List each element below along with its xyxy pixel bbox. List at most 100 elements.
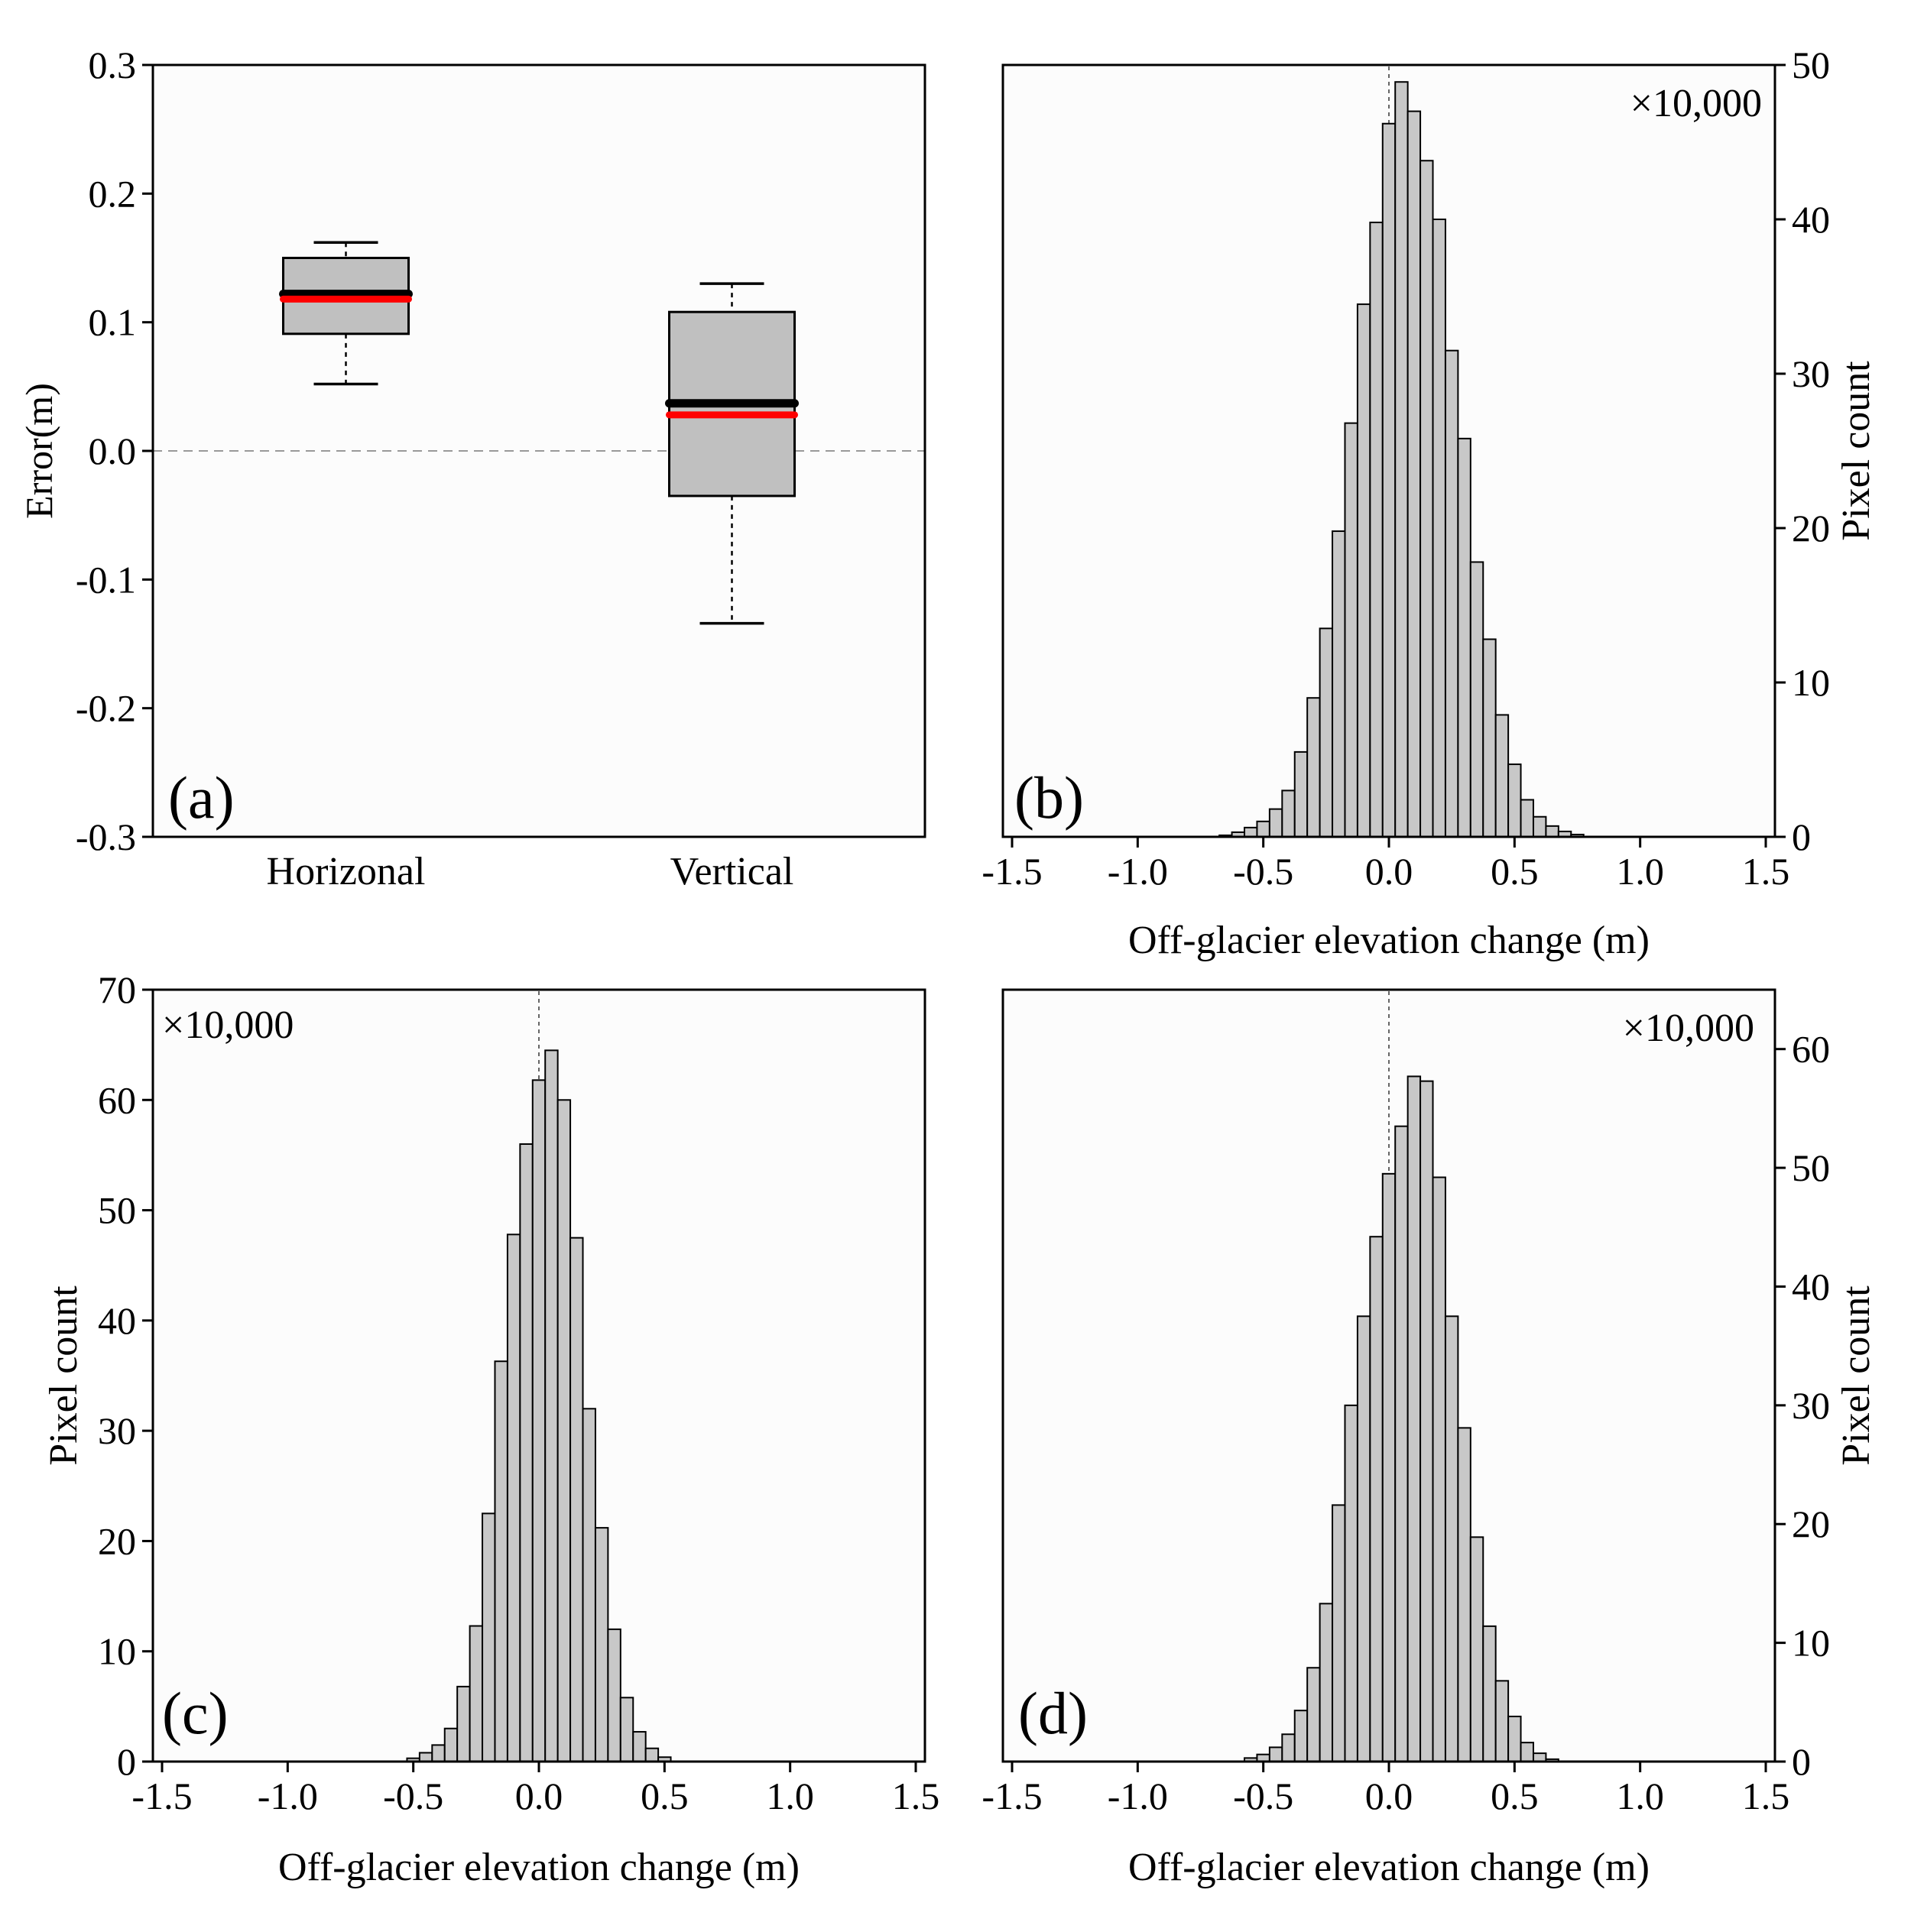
- histogram-bar: [1344, 1404, 1358, 1763]
- histogram-bar: [482, 1512, 496, 1763]
- panel-b-x-tick-label: -1.5: [981, 850, 1042, 893]
- histogram-bar: [1281, 1733, 1296, 1762]
- panel-d-y-tick-label: 20: [1792, 1502, 1830, 1545]
- panel-d-y-tick-label: 10: [1792, 1622, 1830, 1665]
- panel-b-label: (b): [1014, 764, 1084, 831]
- panel-c-y-tick-label: 60: [98, 1078, 136, 1121]
- histogram-bar: [1381, 122, 1397, 838]
- panel-a-y-tick-label: 0.3: [89, 44, 137, 86]
- histogram-bar: [1319, 627, 1334, 838]
- panel-d-y-tick-label: 50: [1792, 1146, 1830, 1189]
- histogram-bar: [1268, 1746, 1283, 1762]
- panel-d-x-tick-label: -1.0: [1108, 1775, 1168, 1817]
- panel-c-x-axis-title: Off-glacier elevation change (m): [278, 1846, 800, 1889]
- histogram-bar: [494, 1360, 508, 1762]
- panel-a-category-label: Vertical: [670, 850, 794, 893]
- panel-c-histogram: -1.5 -1.0 -0.5 0.0 0.5 1.0 1.5010203040506070 …: [42, 968, 939, 1889]
- histogram-bar: [1532, 1752, 1547, 1762]
- panel-b-x-tick-label: 1.5: [1742, 850, 1790, 893]
- histogram-bar: [1494, 714, 1510, 838]
- histogram-bar: [1494, 1680, 1510, 1762]
- panel-c-x-tick-label: 0.5: [641, 1775, 689, 1817]
- histogram-bar: [1457, 437, 1471, 838]
- panel-b-x-tick-label: 1.0: [1616, 850, 1664, 893]
- panel-d-histogram: -1.5 -1.0 -0.5 0.0 0.5 1.0 1.50 10 20 30 40 50 60 (d…: [981, 988, 1878, 1889]
- histogram-bar: [556, 1099, 572, 1763]
- histogram-bar: [1306, 1667, 1321, 1762]
- panel-b-multiplier: ×10,000: [1630, 82, 1762, 125]
- histogram-bar: [456, 1685, 471, 1763]
- histogram-bar: [1394, 1125, 1409, 1762]
- histogram-bar: [1369, 1236, 1384, 1762]
- histogram-bar: [1332, 530, 1346, 838]
- panel-b-x-tick-label: -0.5: [1233, 850, 1293, 893]
- histogram-bar: [519, 1143, 534, 1762]
- panel-a-category-label: Horizonal: [267, 850, 426, 893]
- panel-d-y-tick-label: 60: [1792, 1028, 1830, 1071]
- histogram-bar: [1306, 697, 1321, 838]
- histogram-bar: [1532, 815, 1547, 838]
- panel-a-y-tick-label: -0.3: [76, 815, 136, 858]
- panel-c-x-tick-label: -0.5: [383, 1775, 443, 1817]
- histogram-bar: [531, 1079, 547, 1763]
- panel-c-y-tick-label: 40: [98, 1299, 136, 1342]
- panel-a-label: (a): [168, 764, 235, 831]
- histogram-bar: [1356, 1315, 1371, 1763]
- histogram-bar: [1507, 1715, 1522, 1763]
- panel-b-x-tick-label: 0.5: [1491, 850, 1539, 893]
- panel-c-x-tick-label: 1.5: [892, 1775, 940, 1817]
- histogram-bar: [1444, 349, 1459, 838]
- histogram-bar: [1482, 638, 1497, 838]
- panel-a-y-tick-label: -0.1: [76, 558, 136, 601]
- histogram-bar: [1256, 820, 1270, 838]
- panel-c-y-tick-label: 30: [98, 1409, 136, 1452]
- histogram-bar: [1394, 81, 1409, 838]
- panel-c-y-tick-label: 70: [98, 968, 136, 1011]
- panel-d-x-tick-label: 0.5: [1491, 1775, 1539, 1817]
- panel-c-label: (c): [162, 1680, 229, 1746]
- histogram-bar: [619, 1697, 634, 1762]
- histogram-bar: [1332, 1504, 1346, 1763]
- histogram-bar: [644, 1747, 660, 1763]
- histogram-bar: [1406, 1075, 1422, 1762]
- panel-d-x-tick-label: -0.5: [1233, 1775, 1293, 1817]
- histogram-bar: [632, 1731, 647, 1763]
- histogram-bar: [1419, 1080, 1434, 1762]
- histogram-bar: [469, 1625, 484, 1762]
- panel-c-multiplier: ×10,000: [162, 1003, 294, 1047]
- histogram-bar: [544, 1049, 559, 1763]
- histogram-bar: [431, 1744, 446, 1763]
- histogram-bar: [418, 1752, 433, 1762]
- panel-a-y-tick-label: -0.2: [76, 687, 136, 730]
- panel-c-y-axis-title: Pixel count: [42, 1285, 86, 1466]
- histogram-bar: [582, 1408, 596, 1763]
- histogram-bar: [1482, 1625, 1497, 1763]
- histogram-bar: [1545, 825, 1559, 838]
- panel-b-y-tick-label: 0: [1792, 815, 1811, 858]
- panel-d-multiplier: ×10,000: [1623, 1007, 1754, 1050]
- panel-b-y-axis-title: Pixel count: [1835, 361, 1878, 541]
- panel-c-y-tick-label: 50: [98, 1189, 136, 1232]
- panel-b-y-tick-label: 40: [1792, 198, 1830, 241]
- histogram-bar: [1406, 110, 1422, 838]
- histogram-bar: [506, 1233, 521, 1763]
- panel-b-y-tick-label: 30: [1792, 352, 1830, 395]
- panel-c-x-tick-label: -1.0: [258, 1775, 318, 1817]
- histogram-bar: [569, 1237, 584, 1762]
- panel-d-x-axis-title: Off-glacier elevation change (m): [1128, 1846, 1650, 1889]
- histogram-bar: [607, 1628, 621, 1763]
- histogram-bar: [1293, 750, 1309, 838]
- panel-a-y-tick-label: 0.2: [89, 172, 137, 215]
- panel-a-y-tick-label: 0.1: [89, 301, 137, 344]
- histogram-bar: [1319, 1603, 1334, 1762]
- panel-c-x-tick-label: 1.0: [766, 1775, 814, 1817]
- histogram-bar: [1469, 1536, 1484, 1763]
- panel-c-x-tick-label: -1.5: [131, 1775, 192, 1817]
- histogram-bar: [1356, 303, 1371, 838]
- panel-d-x-tick-label: 1.5: [1742, 1775, 1790, 1817]
- panel-d-y-axis-title: Pixel count: [1835, 1285, 1878, 1466]
- panel-b-y-tick-label: 50: [1792, 44, 1830, 86]
- panel-c-x-tick-label: 0.0: [515, 1775, 563, 1817]
